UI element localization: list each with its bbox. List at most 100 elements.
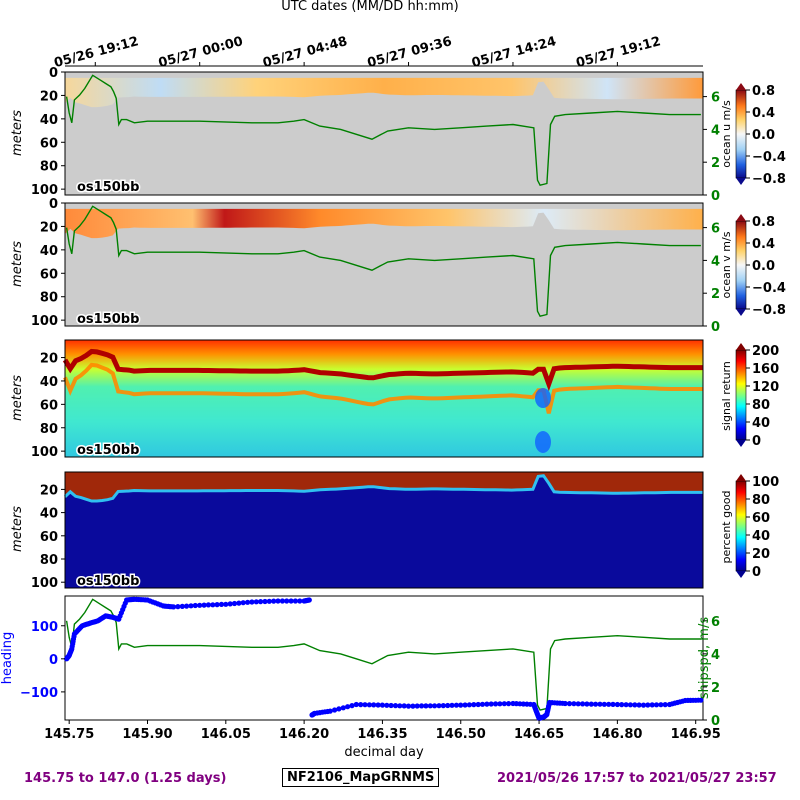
- ocean-v-ylabel: meters: [10, 241, 25, 287]
- x-tick-label: 146.20: [279, 727, 329, 742]
- colorbar-tick-label: 200: [752, 344, 779, 359]
- heading-point: [184, 603, 190, 609]
- top-axis-ticks: 05/26 19:12 05/27 00:00 05/27 04:48 05/27 0…: [52, 34, 703, 71]
- heading-point: [188, 603, 194, 609]
- right-tick-label: 0: [711, 189, 720, 204]
- right-tick-label: 4: [711, 254, 720, 269]
- y-tick-label: 40: [40, 375, 58, 390]
- colorbar-tick-label: 160: [752, 362, 779, 377]
- heading-point: [201, 602, 207, 608]
- y-tick-label: 80: [40, 553, 58, 568]
- heading-point: [240, 600, 246, 606]
- heading-point: [649, 702, 655, 708]
- heading-point: [632, 702, 638, 708]
- signal-ylabel: meters: [10, 375, 25, 421]
- colorbar-tick-label: 80: [752, 398, 770, 413]
- x-tick-label: 145.75: [44, 727, 94, 742]
- heading-point: [179, 603, 185, 610]
- heading-point: [405, 703, 412, 709]
- heading-point: [466, 702, 472, 708]
- heading-point: [192, 602, 198, 609]
- footer-cruise-name: NF2106_MapGRNMS: [282, 768, 440, 787]
- percent-good-transition: [63, 474, 703, 503]
- ocean-v-field: [65, 208, 703, 239]
- heading-point: [175, 604, 181, 610]
- heading-point: [471, 702, 477, 708]
- right-tick-label: 2: [711, 156, 720, 171]
- heading-point: [284, 598, 290, 604]
- y-tick-label: 100: [31, 576, 58, 591]
- y-tick-label: 100: [31, 314, 58, 329]
- percent-good-colorbar: [735, 480, 747, 572]
- x-axis-label: decimal day: [344, 745, 424, 760]
- heading-point: [231, 600, 238, 607]
- ocean-u-shipspd-line: [65, 74, 701, 187]
- heading-point: [327, 708, 333, 714]
- heading-tick-label: 100: [31, 620, 58, 635]
- heading-point: [375, 702, 381, 708]
- x-tick-label: 146.80: [592, 727, 642, 742]
- heading-point: [493, 701, 499, 707]
- right-tick-label: 4: [711, 648, 720, 663]
- heading-tick-label: 0: [49, 653, 58, 668]
- heading-point: [236, 600, 242, 606]
- heading-point: [698, 697, 704, 703]
- heading-point: [349, 703, 355, 709]
- heading-point: [449, 702, 455, 708]
- y-tick-label: 40: [40, 113, 58, 128]
- heading-point: [506, 701, 512, 707]
- heading-point: [288, 598, 294, 604]
- heading-point: [345, 704, 351, 710]
- heading-point: [501, 701, 507, 707]
- colorbar-tick-label: 0.4: [752, 237, 775, 252]
- heading-point: [362, 702, 368, 708]
- signal-y-ticks: 20 40 60 80 100: [31, 352, 65, 460]
- heading-point: [606, 701, 612, 707]
- heading-point: [384, 702, 390, 708]
- right-tick-label: 6: [711, 615, 720, 630]
- heading-point: [566, 701, 573, 707]
- colorbar-tick-label: 20: [752, 547, 770, 562]
- heading-point: [432, 703, 438, 709]
- ocean-u-ylabel: meters: [10, 110, 25, 156]
- colorbar-tick-label: 0.4: [752, 106, 775, 121]
- heading-point: [292, 598, 298, 604]
- heading-point: [271, 598, 277, 604]
- signal-colorbar: [735, 349, 747, 441]
- x-tick-label: 146.95: [671, 727, 721, 742]
- y-tick-label: 0: [49, 197, 58, 212]
- heading-point: [597, 701, 603, 707]
- heading-point: [423, 703, 429, 709]
- ocean-u-colorbar-label: ocean u m/s: [720, 100, 733, 168]
- heading-point: [197, 602, 203, 608]
- heading-point: [297, 598, 303, 604]
- heading-point: [571, 701, 577, 707]
- heading-point: [636, 702, 642, 708]
- heading-point: [623, 702, 629, 708]
- heading-point: [440, 703, 446, 709]
- heading-point: [601, 701, 607, 707]
- x-tick-label: 146.35: [357, 727, 407, 742]
- y-tick-label: 20: [40, 483, 58, 498]
- heading-point: [223, 601, 229, 607]
- colorbar-tick-label: 0: [752, 434, 761, 449]
- heading-point: [497, 701, 503, 707]
- shipspd-axis-label: shipspd, m/s: [697, 617, 712, 699]
- heading-point: [627, 702, 634, 708]
- heading-point: [336, 706, 342, 712]
- percent-good-ylabel: meters: [10, 506, 25, 552]
- heading-point: [658, 702, 664, 708]
- panel-signal-return: 20 40 60 80 100 meters os150bb 200 160 120 80 40…: [10, 339, 779, 460]
- heading-point: [392, 703, 399, 709]
- heading-point: [210, 602, 216, 608]
- colorbar-tick-label: 0.8: [752, 84, 775, 99]
- ocean-u-colorbar: [735, 89, 747, 179]
- heading-point: [171, 604, 177, 610]
- heading-point: [462, 702, 468, 708]
- y-tick-label: 100: [31, 183, 58, 198]
- colorbar-tick-label: 0.0: [752, 128, 775, 143]
- ocean-v-y-ticks: 0 20 40 60 80 100: [31, 197, 65, 329]
- heading-point: [445, 702, 451, 709]
